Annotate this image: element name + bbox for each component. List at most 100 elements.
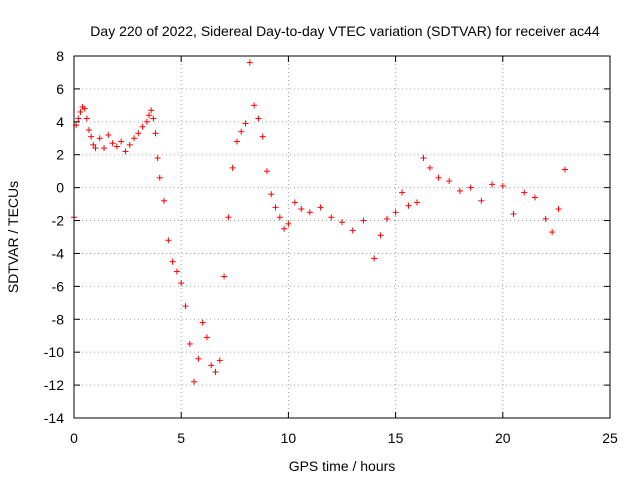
x-tick-label: 10: [281, 430, 297, 446]
data-point: [242, 120, 249, 127]
data-point: [435, 174, 442, 181]
data-point: [122, 148, 129, 155]
data-point: [182, 303, 189, 310]
data-point: [276, 214, 283, 221]
y-tick-label: -2: [52, 213, 65, 229]
y-tick-label: 8: [56, 48, 64, 64]
data-point: [178, 280, 185, 287]
data-point: [489, 181, 496, 188]
data-point: [392, 209, 399, 216]
y-tick-label: 4: [56, 114, 64, 130]
data-point: [298, 206, 305, 213]
y-tick-label: -10: [44, 344, 64, 360]
data-point: [86, 127, 93, 134]
data-point: [456, 187, 463, 194]
data-point: [139, 123, 146, 130]
data-point: [446, 178, 453, 185]
data-point: [268, 191, 275, 198]
data-point: [221, 273, 228, 280]
data-point: [165, 237, 172, 244]
data-point: [420, 155, 427, 162]
data-point: [339, 219, 345, 226]
data-point: [377, 232, 384, 239]
x-tick-label: 15: [388, 430, 404, 446]
data-point: [521, 189, 528, 196]
y-tick-label: -8: [52, 311, 65, 327]
data-point: [203, 334, 210, 341]
data-point: [199, 319, 206, 326]
data-point: [349, 227, 356, 234]
data-point: [154, 155, 161, 162]
data-point: [135, 130, 142, 137]
data-point: [251, 102, 258, 109]
data-point: [306, 209, 313, 216]
data-point: [152, 130, 159, 137]
data-point: [291, 199, 298, 206]
data-point: [173, 268, 180, 275]
y-tick-label: -12: [44, 377, 64, 393]
data-point: [478, 197, 485, 204]
data-point: [328, 214, 335, 221]
data-point: [399, 189, 406, 196]
data-point: [263, 168, 270, 175]
y-tick-label: -6: [52, 278, 65, 294]
data-point: [92, 145, 99, 152]
y-tick-label: -14: [44, 410, 64, 426]
data-point: [126, 141, 133, 148]
data-point: [81, 105, 88, 112]
data-point: [96, 135, 103, 142]
data-point: [75, 115, 82, 122]
x-tick-label: 0: [70, 430, 78, 446]
data-point: [405, 202, 412, 209]
y-tick-labels: -14 -12 -10 -8 -6 -4 -2 0 2 4 6 8: [44, 48, 64, 426]
data-point: [414, 199, 421, 206]
data-point: [281, 225, 288, 232]
data-point: [169, 258, 176, 265]
plot-frame: [73, 55, 611, 419]
data-point: [246, 59, 253, 66]
y-tick-label: 2: [56, 147, 64, 163]
data-point: [561, 166, 568, 173]
data-series-sdtvar: [71, 59, 568, 385]
y-axis-label: SDTVAR / TECUs: [5, 181, 21, 293]
x-tick-label: 25: [602, 430, 618, 446]
x-tick-label: 5: [177, 430, 185, 446]
data-point: [161, 197, 168, 204]
data-point: [229, 164, 236, 171]
chart-title: Day 220 of 2022, Sidereal Day-to-day VTE…: [90, 23, 600, 39]
data-point: [384, 215, 391, 222]
data-point: [272, 204, 279, 211]
data-point: [360, 217, 367, 224]
data-point: [131, 135, 138, 142]
data-point: [285, 220, 292, 227]
data-point: [109, 140, 116, 147]
data-point: [499, 182, 506, 189]
data-point: [371, 255, 378, 262]
data-point: [549, 229, 556, 236]
data-point: [259, 133, 266, 140]
data-point: [238, 128, 245, 135]
x-axis-label: GPS time / hours: [289, 458, 396, 474]
data-point: [150, 115, 157, 122]
data-point: [233, 138, 240, 145]
data-point: [542, 215, 549, 222]
data-point: [255, 115, 262, 122]
data-point: [105, 131, 112, 138]
data-point: [426, 164, 433, 171]
y-tick-label: 6: [56, 81, 64, 97]
data-point: [191, 378, 198, 385]
x-gridlines: [180, 56, 504, 418]
data-point: [156, 174, 163, 181]
data-point: [113, 143, 120, 150]
data-point: [143, 118, 150, 125]
data-point: [531, 194, 538, 201]
data-point: [212, 368, 219, 375]
data-point: [317, 204, 324, 211]
data-point: [101, 145, 108, 152]
data-point: [467, 184, 474, 191]
data-point: [83, 115, 90, 122]
x-tick-labels: 0 5 10 15 20 25: [70, 430, 618, 446]
data-point: [208, 362, 215, 369]
